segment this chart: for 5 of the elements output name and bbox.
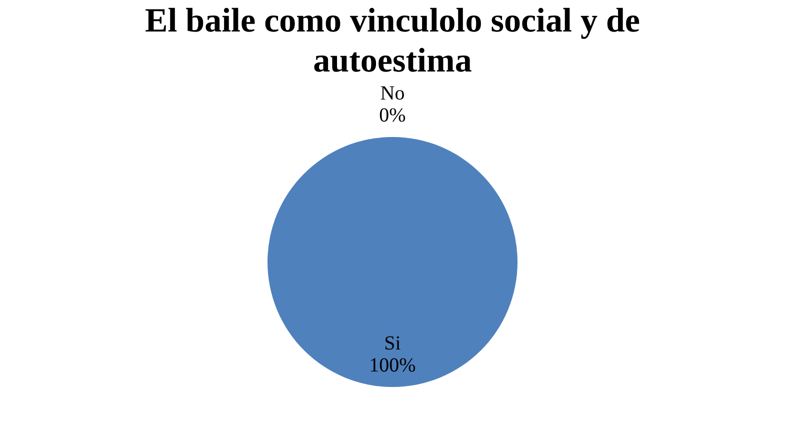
category-label: No — [380, 82, 405, 104]
text: 0% — [379, 104, 406, 126]
slice-label: Si — [384, 332, 402, 354]
chart-title: El baile como vinculolo social y de autoestima — [145, 2, 640, 80]
data-label: 100% — [369, 354, 416, 376]
